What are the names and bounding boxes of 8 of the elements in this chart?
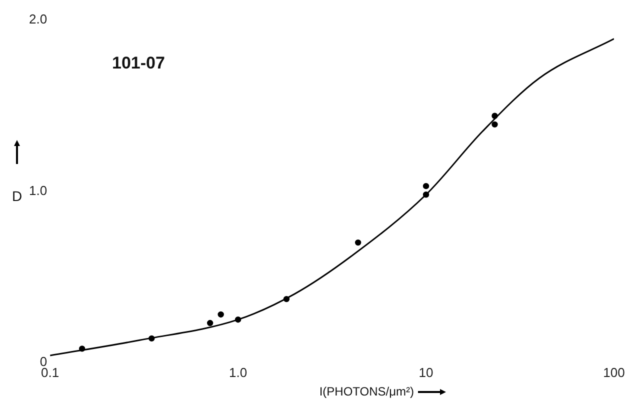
x-axis-title: I(PHOTONS/μm²) <box>319 384 414 398</box>
annotation: 101-07 <box>112 54 165 73</box>
x-tick-label: 10 <box>418 364 434 380</box>
y-axis-title: D <box>12 188 22 204</box>
y-tick-label: 1.0 <box>28 182 48 198</box>
y-tick-label: 2.0 <box>28 12 48 27</box>
x-tick-label: 100 <box>603 364 625 380</box>
x-tick-label: 1.0 <box>229 364 248 380</box>
